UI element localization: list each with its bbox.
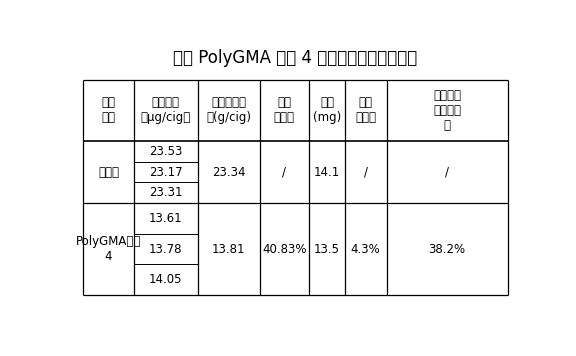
Text: 13.5: 13.5 bbox=[314, 242, 340, 256]
Text: 13.81: 13.81 bbox=[212, 242, 245, 256]
Text: /: / bbox=[363, 166, 367, 179]
Text: 苯酚总量
（μg/cig）: 苯酚总量 （μg/cig） bbox=[141, 96, 191, 125]
Text: 单位焦油
苯酚降低
率: 单位焦油 苯酚降低 率 bbox=[433, 89, 461, 132]
Text: 14.1: 14.1 bbox=[314, 166, 340, 179]
Text: 38.2%: 38.2% bbox=[429, 242, 465, 256]
Text: 23.34: 23.34 bbox=[212, 166, 245, 179]
Text: /: / bbox=[445, 166, 449, 179]
Text: 苯酚
降低率: 苯酚 降低率 bbox=[274, 96, 295, 125]
Text: 23.17: 23.17 bbox=[149, 166, 183, 179]
Text: 焦油
降低率: 焦油 降低率 bbox=[355, 96, 376, 125]
Text: 13.61: 13.61 bbox=[149, 212, 183, 225]
Text: 对照样: 对照样 bbox=[98, 166, 119, 179]
Text: 14.05: 14.05 bbox=[149, 273, 183, 286]
Text: /: / bbox=[282, 166, 286, 179]
Text: 4.3%: 4.3% bbox=[351, 242, 381, 256]
Text: PolyGMA材料
4: PolyGMA材料 4 bbox=[75, 235, 141, 263]
Text: 23.31: 23.31 bbox=[149, 186, 183, 199]
Text: 样品
名称: 样品 名称 bbox=[101, 96, 115, 125]
Text: 表四 PolyGMA 材料 4 降低苯酚释放量的结果: 表四 PolyGMA 材料 4 降低苯酚释放量的结果 bbox=[173, 49, 418, 67]
Text: 13.78: 13.78 bbox=[149, 242, 183, 256]
Text: 23.53: 23.53 bbox=[149, 145, 183, 158]
Text: 40.83%: 40.83% bbox=[262, 242, 306, 256]
Text: 苯酚总量平
均(g/cig): 苯酚总量平 均(g/cig) bbox=[206, 96, 251, 125]
Text: 焦油
(mg): 焦油 (mg) bbox=[313, 96, 341, 125]
